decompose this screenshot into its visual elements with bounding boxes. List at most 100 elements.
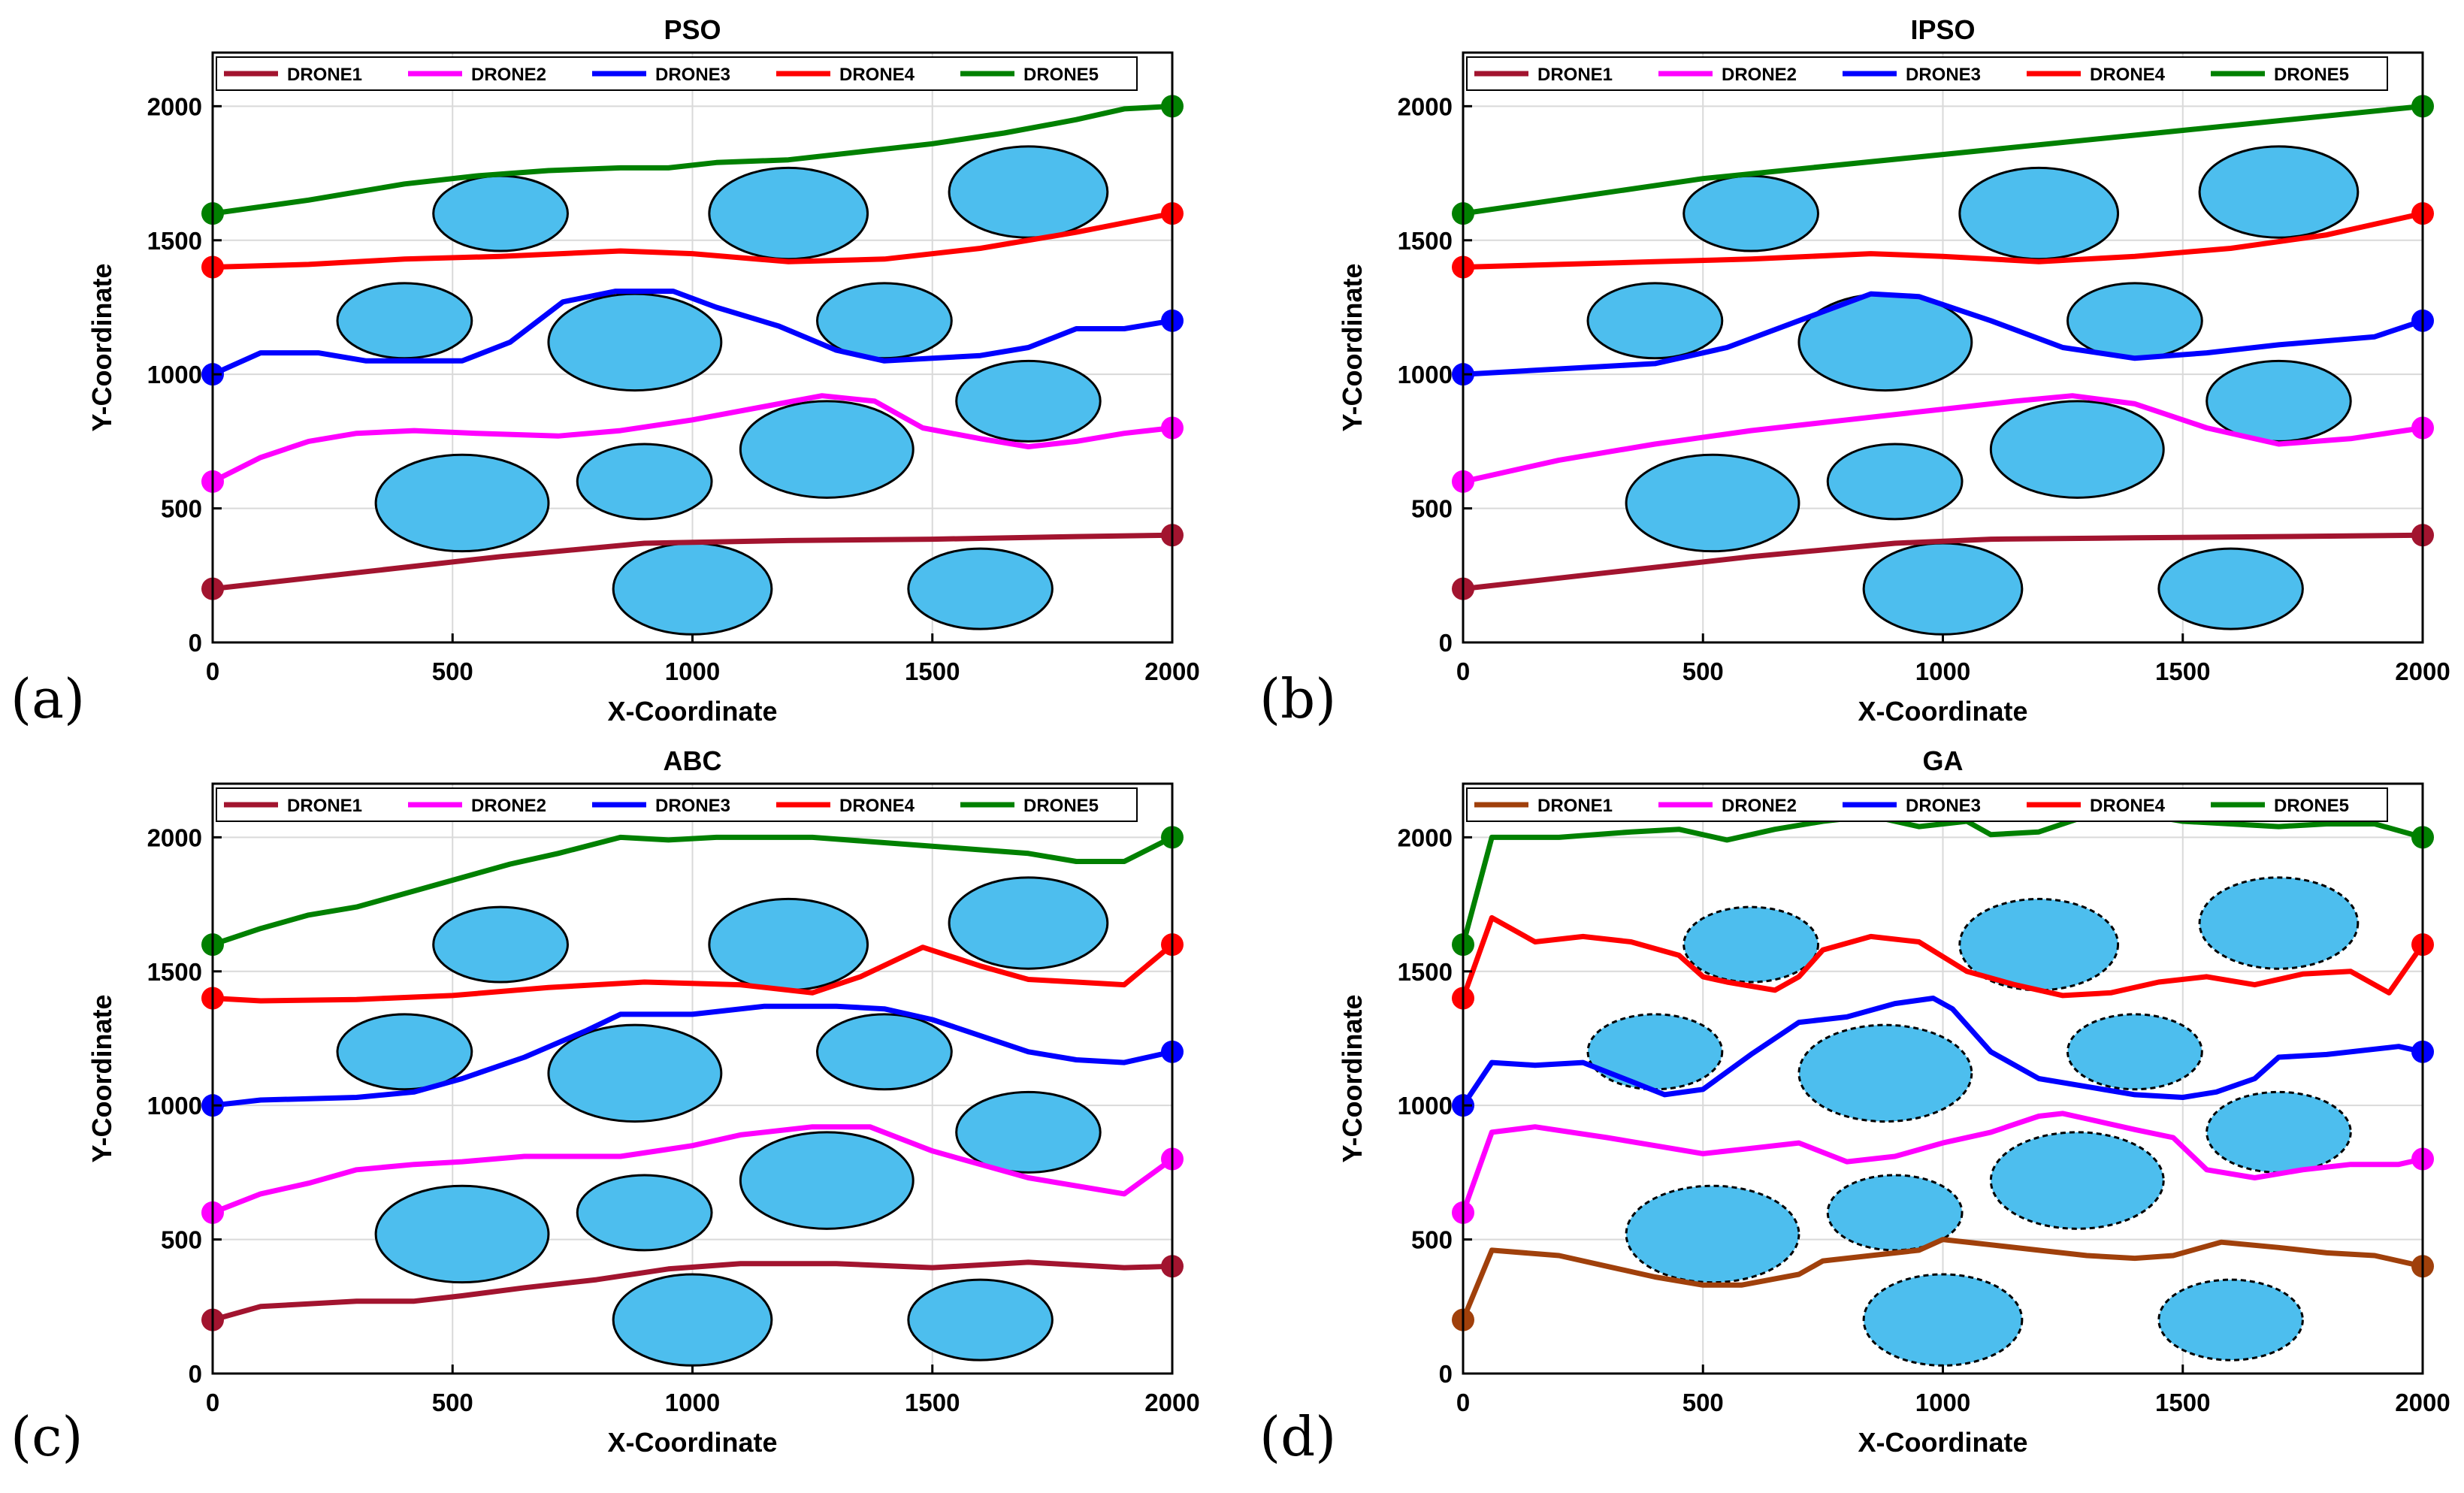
x-tick-label: 1500 — [2155, 657, 2210, 685]
chart-panel-3: 0 500 1000 1500 2000 0 500 1000 1500 2000 GA X-Coor… — [1337, 745, 2450, 1458]
obstacle-7 — [1625, 1184, 1800, 1284]
legend-box — [216, 56, 1138, 91]
series-line-drone1 — [210, 1259, 1175, 1323]
obstacle-9 — [739, 1131, 915, 1230]
x-tick-label: 2000 — [1144, 1389, 1199, 1416]
x-tick-label: 1000 — [1915, 1389, 1970, 1416]
obstacle-0 — [432, 174, 569, 252]
legend-label-drone3: DRONE3 — [655, 796, 730, 816]
obstacle-10 — [1862, 542, 2024, 636]
obstacle-10 — [1862, 1273, 2024, 1367]
y-tick-label: 2000 — [1398, 824, 1453, 851]
obstacle-2 — [2198, 876, 2360, 970]
obstacle-2 — [2198, 145, 2360, 239]
obstacle-2 — [948, 876, 1109, 970]
obstacle-4 — [547, 292, 723, 392]
series-line-drone3 — [1460, 996, 2426, 1108]
y-tick-label: 500 — [161, 495, 202, 523]
series-line-drone3 — [210, 1003, 1175, 1108]
legend-label-drone1: DRONE1 — [287, 796, 362, 816]
x-tick-label: 0 — [206, 1389, 219, 1416]
obstacle-8 — [576, 1174, 713, 1252]
obstacle-10 — [612, 1273, 773, 1367]
series-line-drone1 — [210, 532, 1175, 592]
x-tick-label: 0 — [1456, 657, 1470, 685]
y-tick-label: 0 — [189, 629, 202, 657]
series-line-drone3 — [210, 289, 1175, 377]
obstacle-11 — [907, 547, 1054, 630]
series-line-drone4 — [1460, 914, 2426, 1001]
obstacle-6 — [955, 1090, 1102, 1174]
legend-label-drone5: DRONE5 — [1023, 796, 1099, 816]
y-tick-label: 0 — [1439, 1360, 1453, 1388]
panel-label: (d) — [1259, 1405, 1336, 1468]
obstacle-11 — [2157, 1278, 2304, 1362]
chart-panel-2: 0 500 1000 1500 2000 0 500 1000 1500 2000 ABC X-Coo… — [86, 745, 1200, 1458]
legend-label-drone1: DRONE1 — [1537, 65, 1613, 85]
series-line-drone5 — [1460, 103, 2426, 216]
obstacle-2 — [948, 145, 1109, 239]
obstacle-5 — [2066, 282, 2203, 360]
y-tick-label: 500 — [1411, 495, 1453, 523]
series-line-drone5 — [210, 103, 1175, 216]
obstacle-8 — [1826, 443, 1964, 521]
y-tick-label: 2000 — [147, 824, 202, 851]
legend-label-drone5: DRONE5 — [1023, 65, 1099, 85]
x-tick-label: 1000 — [1915, 657, 1970, 685]
obstacle-1 — [708, 166, 869, 261]
x-tick-label: 2000 — [1144, 657, 1199, 685]
legend: DRONE1 DRONE2 DRONE3 DRONE4 DRONE5 — [1466, 56, 2388, 91]
legend: DRONE1 DRONE2 DRONE3 DRONE4 DRONE5 — [216, 56, 1138, 91]
obstacle-4 — [1797, 1023, 1973, 1123]
x-tick-label: 1500 — [2155, 1389, 2210, 1416]
x-tick-label: 1000 — [665, 1389, 720, 1416]
series-line-drone2 — [210, 393, 1175, 485]
obstacle-9 — [1989, 1131, 2165, 1230]
obstacle-0 — [1682, 905, 1819, 984]
legend-label-drone4: DRONE4 — [839, 796, 915, 816]
obstacle-0 — [1682, 174, 1819, 252]
legend-label-drone3: DRONE3 — [655, 65, 730, 85]
y-axis-label: Y-Coordinate — [86, 263, 117, 431]
legend-label-drone4: DRONE4 — [2090, 796, 2166, 816]
obstacle-5 — [2066, 1013, 2203, 1091]
obstacle-1 — [708, 897, 869, 992]
series-line-drone5 — [210, 834, 1175, 947]
obstacle-5 — [816, 1013, 953, 1091]
y-tick-label: 1000 — [1398, 1092, 1453, 1120]
obstacle-8 — [1826, 1174, 1964, 1252]
obstacle-3 — [336, 282, 473, 360]
x-tick-label: 500 — [432, 657, 473, 685]
legend-label-drone5: DRONE5 — [2274, 796, 2349, 816]
y-tick-label: 500 — [1411, 1226, 1453, 1254]
series-line-drone2 — [1460, 1111, 2426, 1216]
obstacle-7 — [1625, 453, 1800, 553]
x-tick-label: 1500 — [905, 1389, 960, 1416]
y-tick-label: 1500 — [1398, 227, 1453, 255]
series-line-drone4 — [210, 210, 1175, 270]
obstacle-10 — [612, 542, 773, 636]
obstacle-11 — [2157, 547, 2304, 630]
legend-label-drone4: DRONE4 — [839, 65, 915, 85]
x-tick-label: 500 — [1682, 1389, 1724, 1416]
legend-label-drone2: DRONE2 — [1722, 796, 1797, 816]
y-tick-label: 1000 — [1398, 361, 1453, 388]
y-tick-label: 500 — [161, 1226, 202, 1254]
x-tick-label: 1000 — [665, 657, 720, 685]
y-tick-label: 2000 — [1398, 92, 1453, 120]
series-line-drone2 — [1460, 393, 2426, 485]
y-tick-label: 1000 — [147, 1092, 202, 1120]
obstacle-8 — [576, 443, 713, 521]
panel-label: (b) — [1259, 667, 1336, 730]
y-tick-label: 1000 — [147, 361, 202, 388]
x-tick-label: 0 — [1456, 1389, 1470, 1416]
y-axis-label: Y-Coordinate — [1337, 994, 1368, 1162]
obstacle-7 — [374, 453, 550, 553]
obstacle-3 — [1586, 282, 1724, 360]
obstacle-4 — [547, 1023, 723, 1123]
series-line-drone4 — [1460, 210, 2426, 270]
series-line-drone3 — [1460, 291, 2426, 377]
y-tick-label: 1500 — [1398, 958, 1453, 986]
legend-label-drone1: DRONE1 — [287, 65, 362, 85]
series-line-drone1 — [1460, 1237, 2426, 1323]
